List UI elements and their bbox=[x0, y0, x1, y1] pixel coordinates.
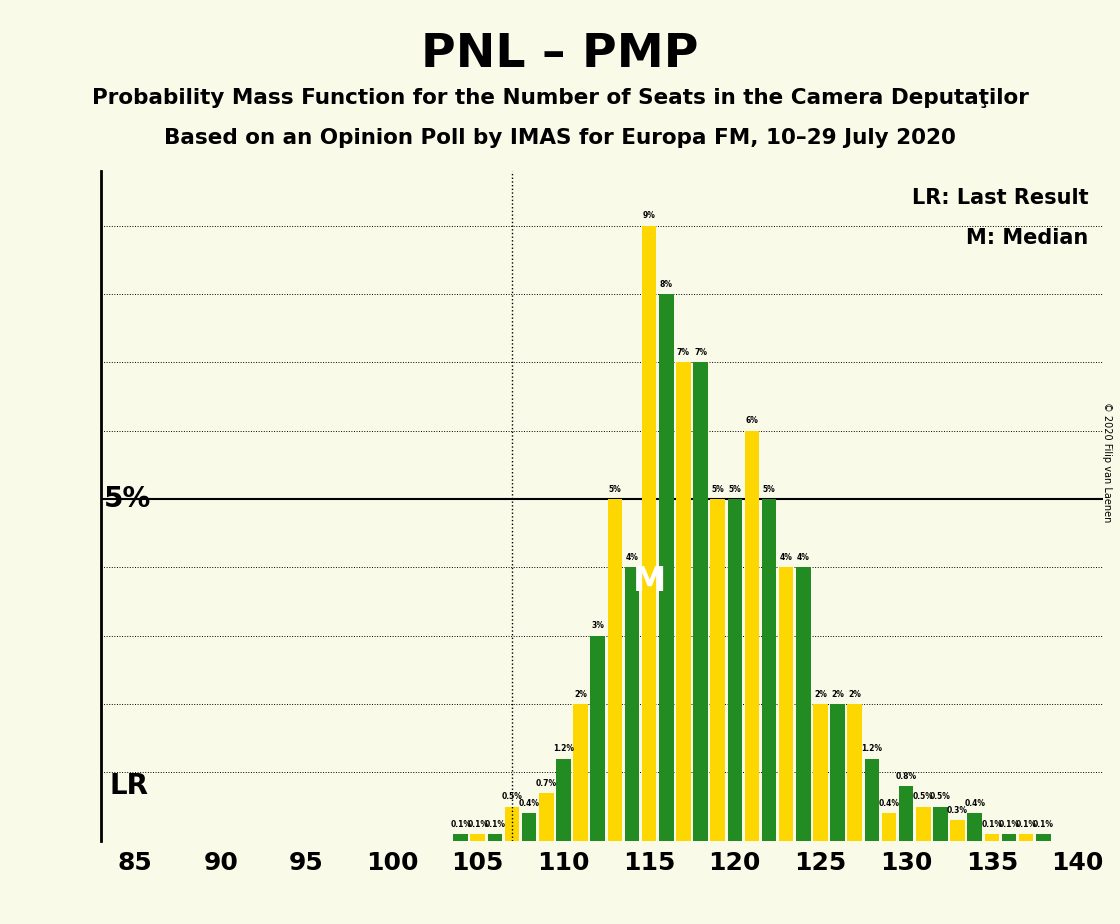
Text: 0.1%: 0.1% bbox=[450, 820, 472, 829]
Text: 8%: 8% bbox=[660, 280, 673, 288]
Bar bbox=[487, 834, 502, 841]
Bar bbox=[865, 759, 879, 841]
Bar bbox=[573, 704, 588, 841]
Text: 2%: 2% bbox=[848, 689, 861, 699]
Bar bbox=[590, 636, 605, 841]
Bar bbox=[539, 793, 553, 841]
Text: LR: LR bbox=[110, 772, 148, 800]
Bar bbox=[796, 567, 811, 841]
Text: 1.2%: 1.2% bbox=[861, 745, 883, 753]
Bar bbox=[522, 813, 536, 841]
Text: 0.1%: 0.1% bbox=[1016, 820, 1037, 829]
Bar bbox=[1001, 834, 1016, 841]
Text: 6%: 6% bbox=[746, 416, 758, 425]
Text: LR: Last Result: LR: Last Result bbox=[912, 188, 1089, 208]
Text: 4%: 4% bbox=[780, 553, 793, 562]
Text: 0.8%: 0.8% bbox=[896, 772, 916, 781]
Text: M: M bbox=[633, 565, 665, 598]
Text: 3%: 3% bbox=[591, 621, 604, 630]
Bar bbox=[933, 807, 948, 841]
Bar bbox=[881, 813, 896, 841]
Text: 7%: 7% bbox=[694, 347, 707, 357]
Text: 2%: 2% bbox=[814, 689, 827, 699]
Text: 1.2%: 1.2% bbox=[553, 745, 573, 753]
Text: © 2020 Filip van Laenen: © 2020 Filip van Laenen bbox=[1102, 402, 1112, 522]
Text: 9%: 9% bbox=[643, 212, 655, 220]
Bar bbox=[625, 567, 640, 841]
Text: 0.1%: 0.1% bbox=[981, 820, 1002, 829]
Bar bbox=[710, 499, 725, 841]
Bar bbox=[505, 807, 520, 841]
Bar bbox=[778, 567, 793, 841]
Bar bbox=[1019, 834, 1034, 841]
Bar bbox=[830, 704, 844, 841]
Text: 5%: 5% bbox=[608, 484, 622, 493]
Bar bbox=[659, 294, 673, 841]
Bar bbox=[984, 834, 999, 841]
Text: 7%: 7% bbox=[676, 347, 690, 357]
Text: 4%: 4% bbox=[797, 553, 810, 562]
Bar bbox=[693, 362, 708, 841]
Text: 2%: 2% bbox=[575, 689, 587, 699]
Text: 4%: 4% bbox=[626, 553, 638, 562]
Bar bbox=[968, 813, 982, 841]
Text: 0.4%: 0.4% bbox=[878, 799, 899, 808]
Bar bbox=[557, 759, 571, 841]
Bar bbox=[470, 834, 485, 841]
Text: 0.1%: 0.1% bbox=[467, 820, 488, 829]
Text: 5%: 5% bbox=[711, 484, 724, 493]
Text: 0.5%: 0.5% bbox=[913, 792, 934, 801]
Text: 2%: 2% bbox=[831, 689, 844, 699]
Bar bbox=[762, 499, 776, 841]
Bar bbox=[642, 225, 656, 841]
Bar bbox=[848, 704, 862, 841]
Text: 0.1%: 0.1% bbox=[998, 820, 1019, 829]
Text: 5%: 5% bbox=[728, 484, 741, 493]
Bar bbox=[813, 704, 828, 841]
Bar bbox=[950, 821, 964, 841]
Bar bbox=[454, 834, 468, 841]
Bar bbox=[607, 499, 622, 841]
Text: 0.4%: 0.4% bbox=[519, 799, 540, 808]
Text: 0.1%: 0.1% bbox=[485, 820, 505, 829]
Bar bbox=[676, 362, 691, 841]
Text: Based on an Opinion Poll by IMAS for Europa FM, 10–29 July 2020: Based on an Opinion Poll by IMAS for Eur… bbox=[164, 128, 956, 148]
Text: 0.1%: 0.1% bbox=[1033, 820, 1054, 829]
Text: 0.3%: 0.3% bbox=[948, 806, 968, 815]
Text: 0.5%: 0.5% bbox=[502, 792, 522, 801]
Text: 0.7%: 0.7% bbox=[535, 779, 557, 787]
Text: PNL – PMP: PNL – PMP bbox=[421, 32, 699, 78]
Text: 5%: 5% bbox=[104, 485, 151, 513]
Bar bbox=[728, 499, 743, 841]
Bar bbox=[916, 807, 931, 841]
Text: M: Median: M: Median bbox=[965, 228, 1089, 248]
Text: 0.5%: 0.5% bbox=[930, 792, 951, 801]
Bar bbox=[1036, 834, 1051, 841]
Bar bbox=[745, 431, 759, 841]
Text: 5%: 5% bbox=[763, 484, 775, 493]
Bar bbox=[899, 786, 914, 841]
Text: Probability Mass Function for the Number of Seats in the Camera Deputaţilor: Probability Mass Function for the Number… bbox=[92, 88, 1028, 108]
Text: 0.4%: 0.4% bbox=[964, 799, 986, 808]
